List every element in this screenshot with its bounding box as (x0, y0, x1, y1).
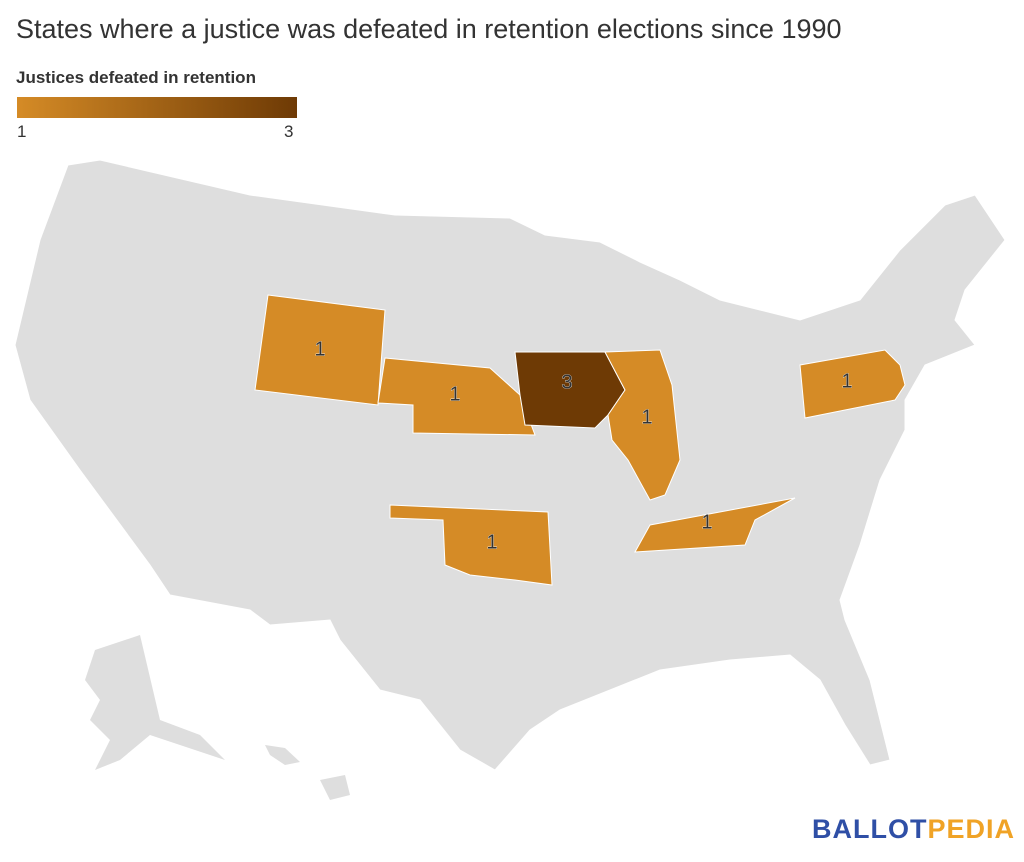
state-label-iowa: 3 (561, 371, 572, 393)
ballotpedia-logo: BALLOTPEDIA (812, 814, 1015, 845)
logo-part2: PEDIA (927, 814, 1016, 844)
legend-color-scale (17, 97, 297, 118)
state-label-illinois: 1 (641, 406, 652, 428)
state-oklahoma (389, 504, 553, 586)
chart-title: States where a justice was defeated in r… (16, 14, 842, 44)
state-label-tennessee: 1 (701, 511, 712, 533)
state-illinois (604, 349, 681, 501)
logo-part1: BALLOT (812, 814, 928, 844)
state-wyoming (254, 294, 386, 406)
state-label-pennsylvania: 1 (841, 370, 852, 392)
hawaii-islands (265, 745, 300, 765)
us-lower48 (14, 159, 1006, 771)
state-label-oklahoma: 1 (486, 531, 497, 553)
state-label-wyoming: 1 (314, 338, 325, 360)
hawaii (320, 775, 350, 800)
legend-min: 1 (17, 122, 27, 141)
state-pennsylvania (799, 349, 906, 419)
legend-max: 3 (284, 122, 294, 141)
state-tennessee (634, 497, 796, 553)
legend-title: Justices defeated in retention (16, 68, 256, 87)
state-label-nebraska: 1 (449, 383, 460, 405)
state-nebraska (377, 357, 536, 436)
alaska (85, 635, 225, 770)
